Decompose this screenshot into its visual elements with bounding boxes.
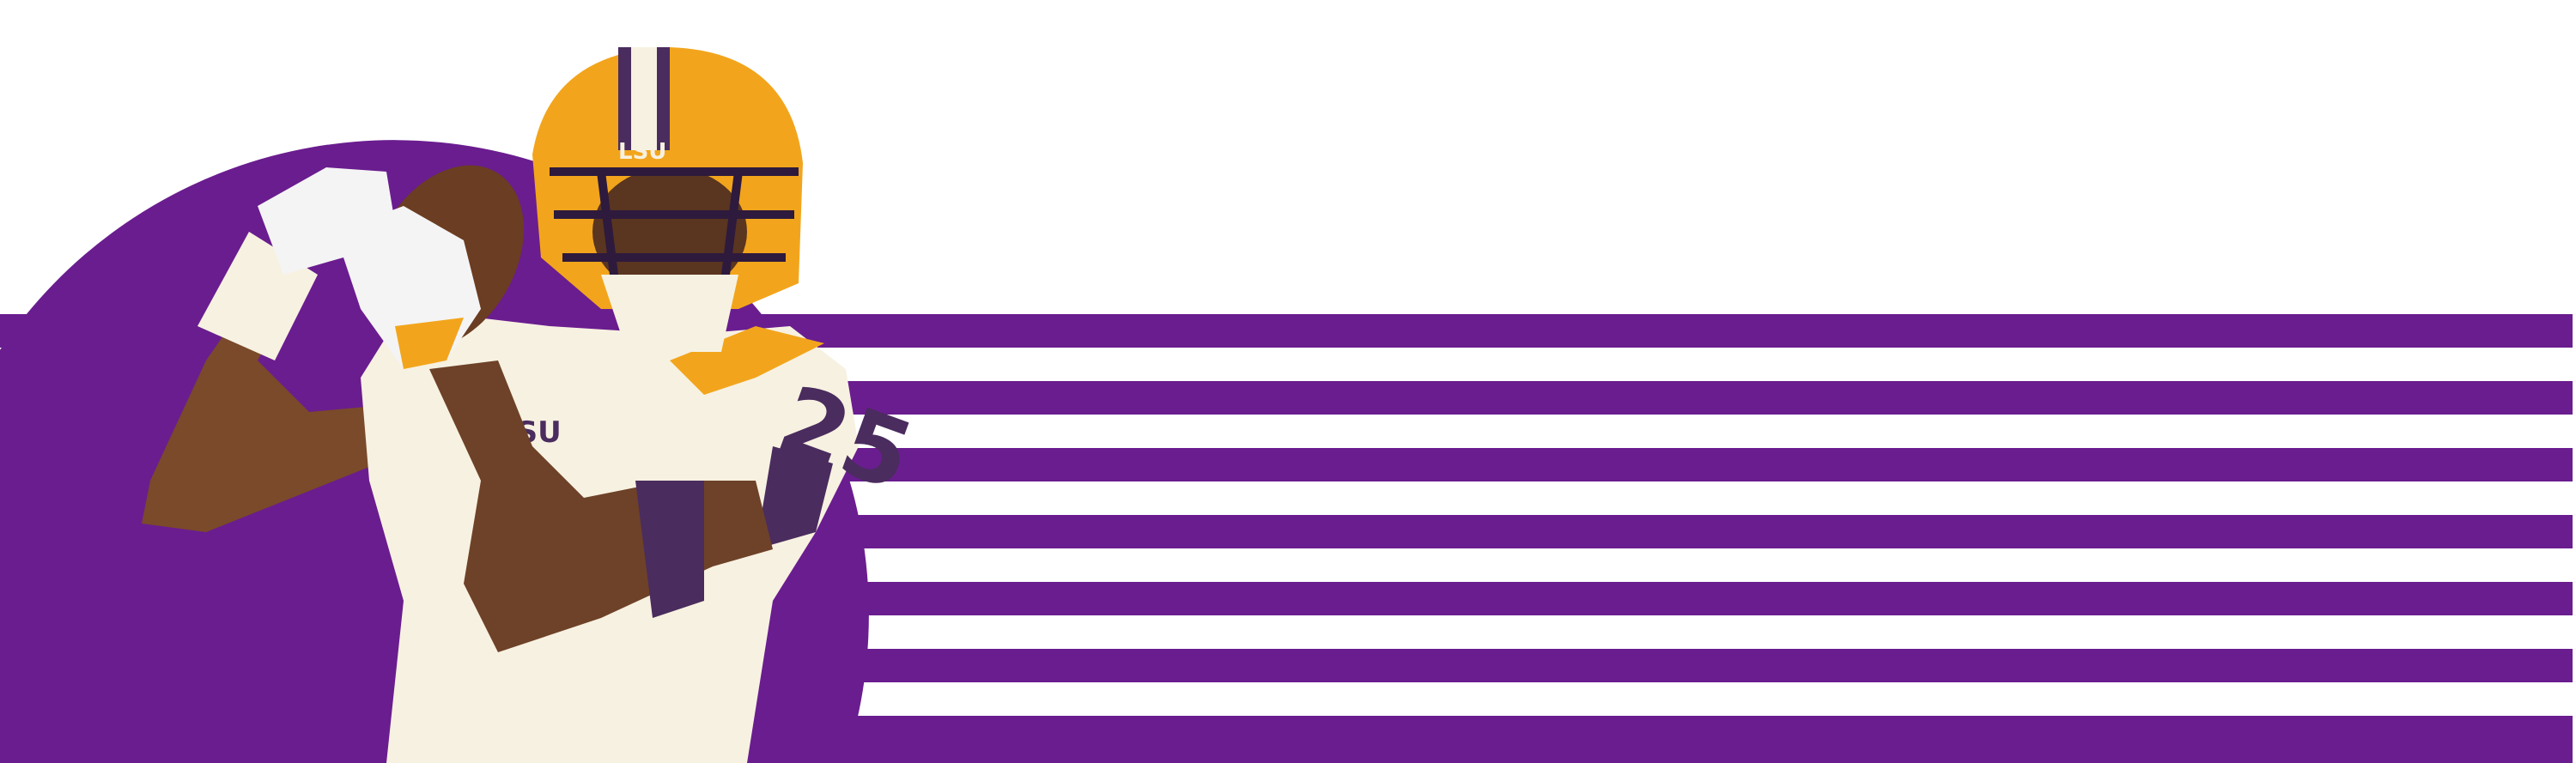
player-sleeve (756, 446, 833, 549)
glove-accent (395, 318, 464, 369)
player-arm-right (429, 360, 773, 652)
player-elbow-sleeve (635, 481, 704, 618)
helmet-logo-text: LSU (618, 139, 666, 165)
player-glove-left (258, 167, 395, 275)
player-mouthguard (601, 275, 738, 352)
player-shoulder-stripe (670, 326, 824, 395)
helmet-facemask (550, 167, 799, 310)
football-player: 25 LSU LSU (142, 47, 927, 763)
player-arm-left (142, 249, 404, 532)
helmet-stripe-center (631, 47, 657, 150)
player-face (592, 167, 747, 296)
